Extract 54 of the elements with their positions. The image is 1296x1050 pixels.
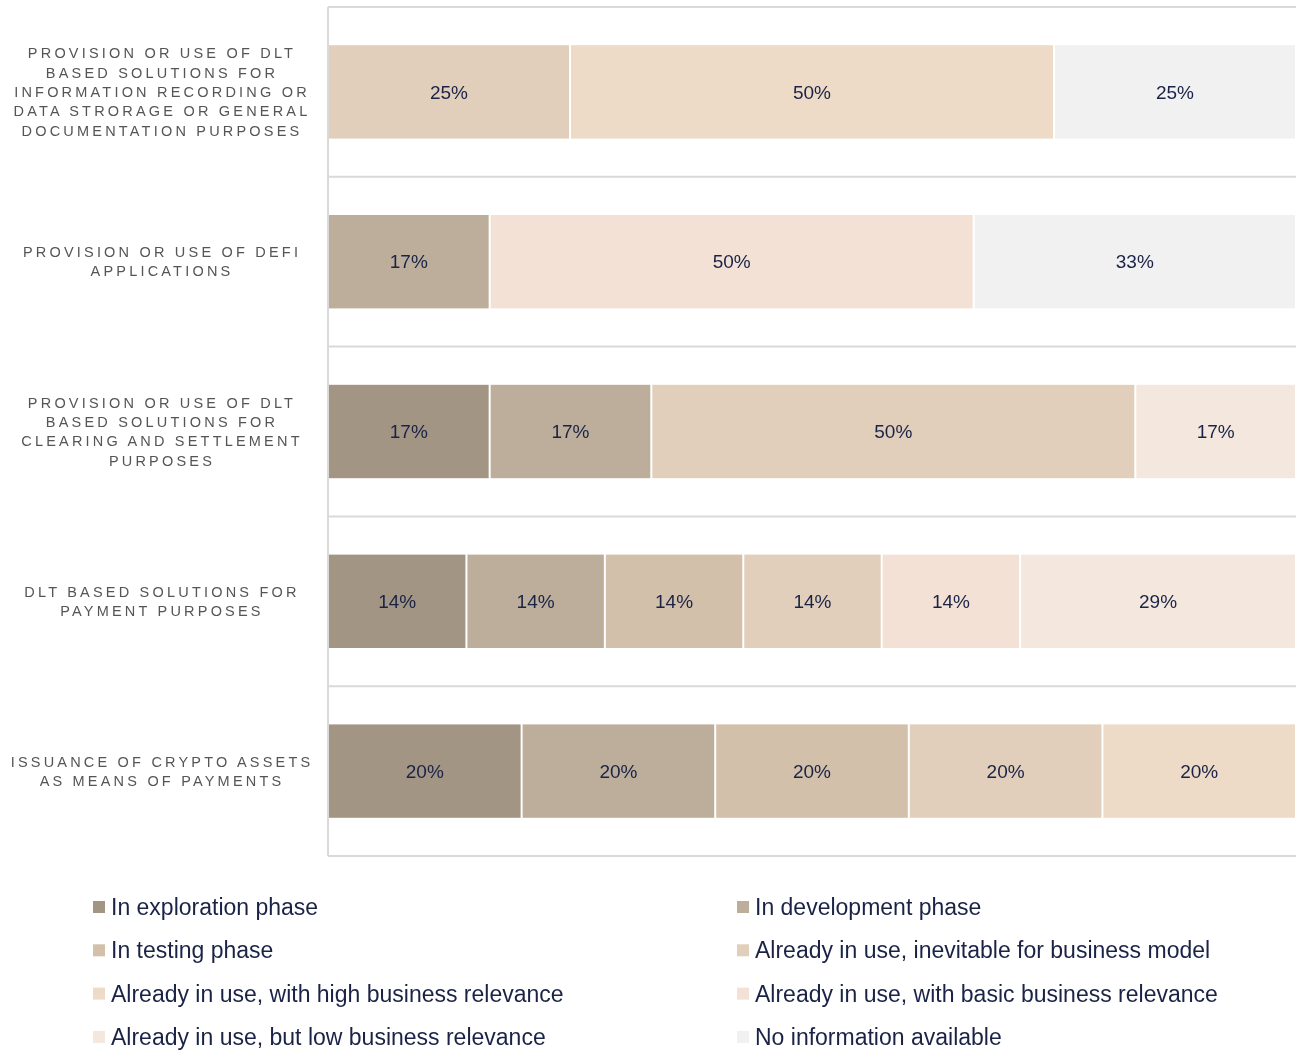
bar [490, 384, 651, 479]
data-label: 20% [1180, 760, 1219, 782]
bar [490, 215, 973, 309]
bar [329, 724, 521, 818]
legend-label: Already in use, with basic business relevance [755, 980, 1218, 1007]
data-label: 14% [793, 590, 832, 612]
y-tick-label: PROVISION OR USE OF DEFI APPLICATIONS [22, 244, 302, 280]
bar [1021, 554, 1295, 648]
bar [467, 554, 604, 648]
legend-label: In testing phase [111, 937, 274, 964]
legend-label: In exploration phase [111, 894, 319, 921]
bar [329, 554, 466, 648]
bar [716, 724, 908, 818]
data-label: 17% [389, 251, 428, 273]
bar [571, 45, 1053, 139]
data-label: 25% [1155, 81, 1195, 103]
y-tick-label: DLT BASED SOLUTIONS FOR PAYMENT PURPOSES [24, 583, 300, 620]
bar [329, 215, 489, 309]
bar [522, 724, 715, 818]
data-label: 20% [599, 760, 638, 782]
bar [652, 384, 1135, 479]
data-label: 50% [792, 81, 832, 103]
bar [974, 215, 1295, 309]
data-label: 17% [551, 421, 590, 443]
data-label: 25% [429, 81, 469, 103]
bar [329, 45, 569, 139]
data-label: 14% [378, 590, 417, 612]
y-tick-label: ISSUANCE OF CRYPTO ASSETS AS MEANS OF PAYMENTS [10, 753, 314, 789]
data-label: 14% [931, 590, 971, 612]
data-label: 33% [1115, 251, 1154, 273]
data-label: 14% [655, 590, 694, 612]
y-tick-label: PROVISION OR USE OF DLT BASED SOLUTIONS FOR INFORMATION RECORDING OR DATA STRORAGE OR GENERAL DOCUMENTATION PURPOSES [13, 45, 311, 139]
data-label: 29% [1139, 590, 1178, 612]
bar [1136, 384, 1295, 479]
legend-label: Already in use, with high business relevance [111, 980, 564, 1007]
data-label: 20% [405, 760, 444, 782]
data-label: 17% [1196, 421, 1235, 443]
data-label: 20% [986, 760, 1025, 782]
bar [605, 554, 743, 648]
bar [1103, 724, 1295, 818]
y-tick-label: PROVISION OR USE OF DLT BASED SOLUTIONS FOR CLEARING AND SETTLEMENT PURPOSES [21, 394, 303, 469]
data-label: 20% [792, 760, 832, 782]
data-label: 17% [389, 421, 428, 443]
bar [744, 554, 881, 648]
legend-label: Already in use, inevitable for business model [755, 937, 1211, 964]
legend-label: No information available [755, 1023, 1002, 1050]
bar [882, 554, 1020, 648]
data-label: 14% [516, 590, 555, 612]
bar [909, 724, 1102, 818]
data-label: 50% [874, 421, 913, 443]
legend-label: Already in use, but low business relevance [111, 1023, 546, 1050]
data-label: 50% [712, 251, 751, 273]
bar [329, 384, 489, 479]
legend-label: In development phase [755, 894, 982, 921]
